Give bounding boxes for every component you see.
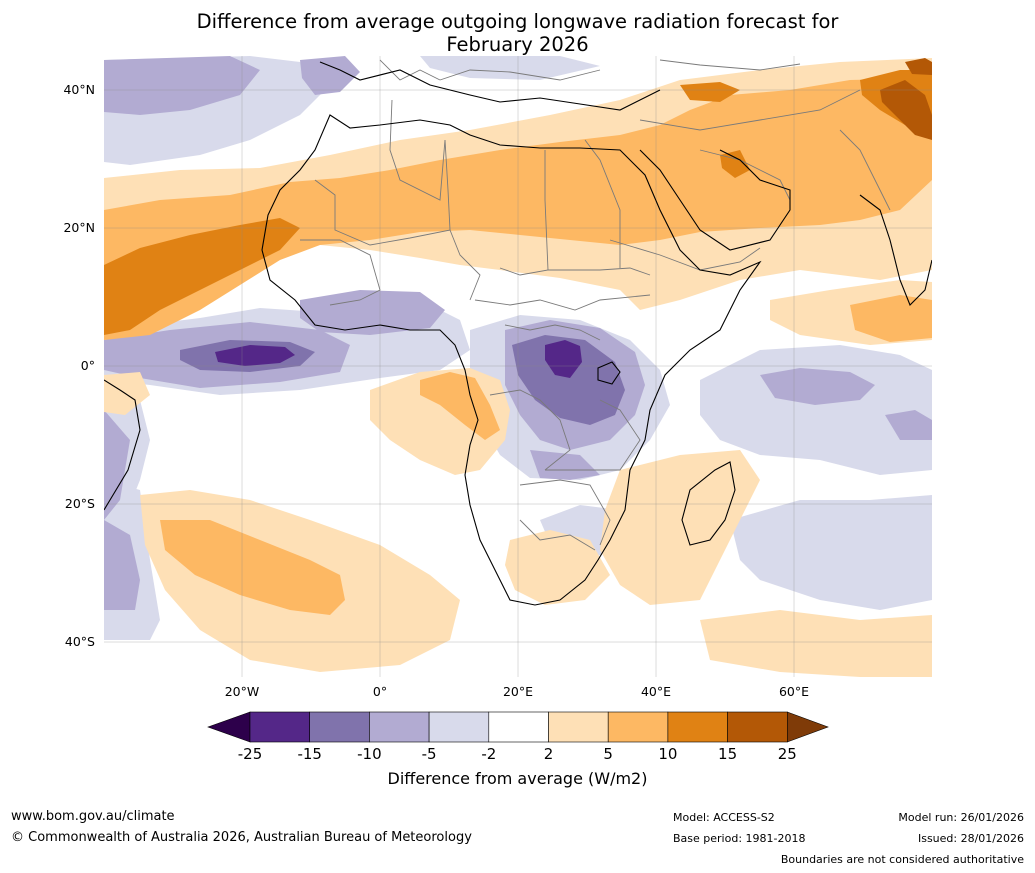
anomaly-brown xyxy=(880,58,932,140)
colorbar-ticks: -25 -15 -10 -5 -2 2 5 10 15 25 xyxy=(238,745,797,763)
colorbar-tick-label: -10 xyxy=(357,745,382,763)
colorbar-tick-label: -25 xyxy=(238,745,263,763)
lon-label-60e: 60°E xyxy=(779,684,809,699)
lat-label-20s: 20°S xyxy=(65,496,95,511)
base-period: Base period: 1981-2018 xyxy=(673,832,806,845)
colorbar-segment-9 xyxy=(727,711,788,743)
lat-label-40s: 40°S xyxy=(65,634,95,649)
lat-label-0: 0° xyxy=(81,358,95,373)
grid-lines xyxy=(104,56,932,677)
colorbar-segment-2 xyxy=(309,711,370,743)
map-panel xyxy=(104,56,932,677)
colorbar-title: Difference from average (W/m2) xyxy=(387,769,648,788)
issued-date: Issued: 28/01/2026 xyxy=(917,832,1024,845)
colorbar xyxy=(207,711,829,743)
south-america-coast xyxy=(104,379,141,511)
lon-label-40e: 40°E xyxy=(641,684,671,699)
latitude-labels: 40°N 20°N 0° 20°S 40°S xyxy=(63,82,95,649)
arabia-coast xyxy=(639,149,791,251)
colorbar-below-arrow xyxy=(207,711,251,743)
colorbar-tick-label: 2 xyxy=(544,745,554,763)
colorbar-segment-7 xyxy=(607,711,669,743)
colorbar-segment-1 xyxy=(249,711,311,743)
lon-label-20w: 20°W xyxy=(225,684,260,699)
model-run-date: Model run: 26/01/2026 xyxy=(898,811,1024,824)
lon-label-0: 0° xyxy=(373,684,387,699)
colorbar-tick-label: -5 xyxy=(422,745,437,763)
colorbar-tick-label: 25 xyxy=(778,745,797,763)
europe-coast xyxy=(319,61,661,111)
model-name: Model: ACCESS-S2 xyxy=(673,811,775,824)
colorbar-tick-label: 10 xyxy=(658,745,677,763)
colorbar-tick-label: 5 xyxy=(603,745,613,763)
lon-label-20e: 20°E xyxy=(503,684,533,699)
africa-coastline xyxy=(261,114,762,606)
colorbar-segment-8 xyxy=(667,711,728,743)
website-link[interactable]: www.bom.gov.au/climate xyxy=(11,809,175,824)
copyright-text: © Commonwealth of Australia 2026, Austra… xyxy=(11,830,472,845)
colorbar-tick-label: -15 xyxy=(297,745,322,763)
lat-label-20n: 20°N xyxy=(63,220,95,235)
longitude-labels: 20°W 0° 20°E 40°E 60°E xyxy=(225,684,809,699)
lake-victoria xyxy=(597,361,621,385)
madagascar xyxy=(681,461,736,546)
coastlines xyxy=(104,61,932,606)
india-coast xyxy=(859,194,932,306)
chart-title: Difference from average outgoing longwav… xyxy=(0,10,1035,56)
boundaries-disclaimer: Boundaries are not considered authoritat… xyxy=(780,853,1024,866)
colorbar-segment-5 xyxy=(488,711,549,743)
colorbar-tick-label: 15 xyxy=(718,745,737,763)
title-line-2: February 2026 xyxy=(446,33,589,56)
colorbar-above-arrow xyxy=(786,711,829,743)
lat-label-40n: 40°N xyxy=(63,82,95,97)
colorbar-segment-3 xyxy=(369,711,430,743)
anomaly-deep-purple xyxy=(215,340,582,378)
colorbar-tick-label: -2 xyxy=(481,745,496,763)
colorbar-segment-4 xyxy=(428,711,490,743)
colorbar-segment-6 xyxy=(548,711,609,743)
title-line-1: Difference from average outgoing longwav… xyxy=(196,10,839,33)
